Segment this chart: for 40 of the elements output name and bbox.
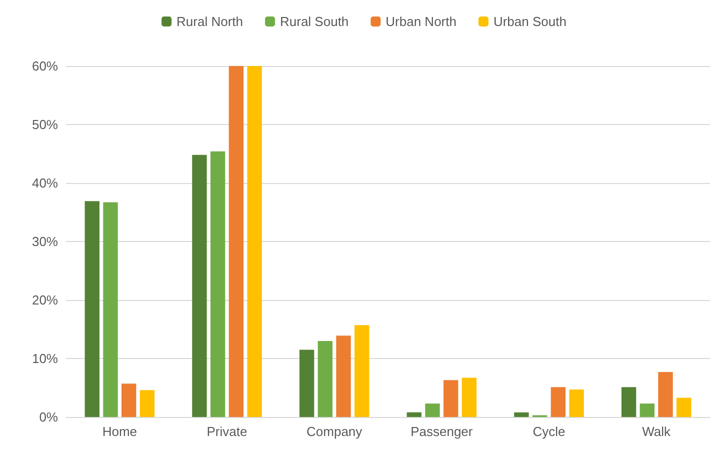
bar	[658, 372, 673, 417]
x-tick-label: Home	[102, 424, 138, 439]
bar	[192, 154, 207, 417]
legend-label: Rural North	[176, 14, 244, 29]
bar	[299, 350, 314, 417]
x-tick-label: Cycle	[532, 424, 566, 439]
bar	[210, 151, 226, 417]
x-tick-label: Passenger	[410, 424, 474, 439]
legend-label: Rural South	[280, 14, 349, 29]
bar	[354, 325, 370, 417]
bar	[247, 66, 262, 417]
bar	[550, 387, 566, 417]
y-tick-label: 50%	[32, 117, 58, 132]
bar	[444, 380, 458, 417]
bar	[103, 202, 118, 417]
y-tick-label: 40%	[32, 176, 58, 190]
y-tick-label: 60%	[32, 58, 58, 74]
x-tick-label: Private	[206, 424, 248, 439]
bar	[621, 387, 636, 417]
bar	[406, 412, 422, 417]
bar	[84, 201, 100, 417]
x-tick-label: Walk	[642, 424, 672, 439]
bar	[140, 390, 155, 417]
bar	[425, 404, 440, 417]
bar	[640, 404, 654, 417]
legend-label: Urban South	[493, 14, 566, 29]
bar	[676, 398, 692, 417]
x-tick-label: Company	[306, 424, 363, 439]
bar	[318, 340, 332, 417]
bar	[336, 336, 351, 417]
bar	[122, 384, 136, 417]
bar	[462, 378, 477, 417]
bar	[514, 412, 529, 417]
bar	[228, 66, 244, 417]
y-tick-label: 10%	[32, 351, 58, 366]
legend-label: Urban North	[386, 14, 456, 29]
y-tick-label: 0%	[39, 410, 58, 424]
y-tick-label: 20%	[32, 292, 58, 308]
y-tick-label: 30%	[32, 234, 58, 249]
bar	[569, 390, 584, 417]
